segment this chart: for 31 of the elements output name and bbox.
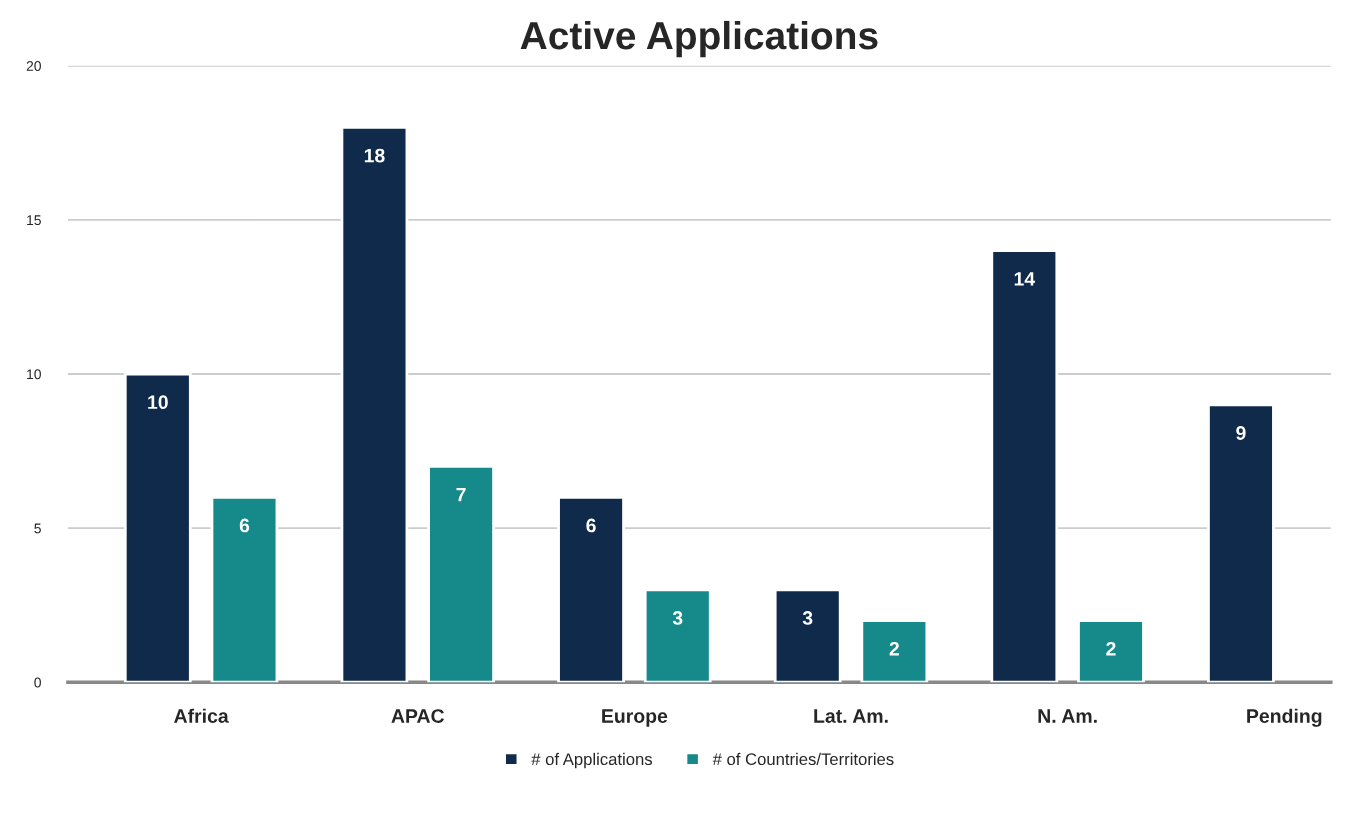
data-label: 3 <box>672 611 683 625</box>
x-tick-label: Lat. Am. <box>814 709 888 723</box>
chart-title: Active Applications <box>520 20 878 58</box>
data-label: 3 <box>802 611 813 625</box>
bar <box>123 372 192 683</box>
bar <box>990 249 1059 683</box>
legend-label: # of Applications <box>531 752 653 769</box>
data-label: 9 <box>1236 426 1246 440</box>
data-label: 6 <box>239 518 250 533</box>
x-tick-label: N. Am. <box>1038 709 1097 723</box>
data-label: 10 <box>148 395 168 410</box>
bar <box>1077 619 1145 683</box>
bar <box>557 495 625 683</box>
data-label: 14 <box>1014 272 1036 286</box>
bar <box>1207 403 1275 683</box>
x-tick-label: Europe <box>602 709 668 727</box>
bar <box>210 495 279 683</box>
data-label: 18 <box>364 148 385 163</box>
data-label: 7 <box>456 487 466 502</box>
x-tick-label: APAC <box>391 709 445 723</box>
x-tick-label: Africa <box>174 708 229 723</box>
x-tick-label: Pending <box>1247 708 1322 727</box>
bar <box>643 588 712 683</box>
bar <box>860 619 929 683</box>
bar <box>773 588 842 683</box>
data-label: 6 <box>586 518 596 533</box>
data-label: 2 <box>889 641 899 656</box>
bar <box>427 465 495 683</box>
data-label: 2 <box>1106 641 1116 656</box>
legend-label: # of Countries/Territories <box>712 752 894 766</box>
bar <box>340 126 409 683</box>
